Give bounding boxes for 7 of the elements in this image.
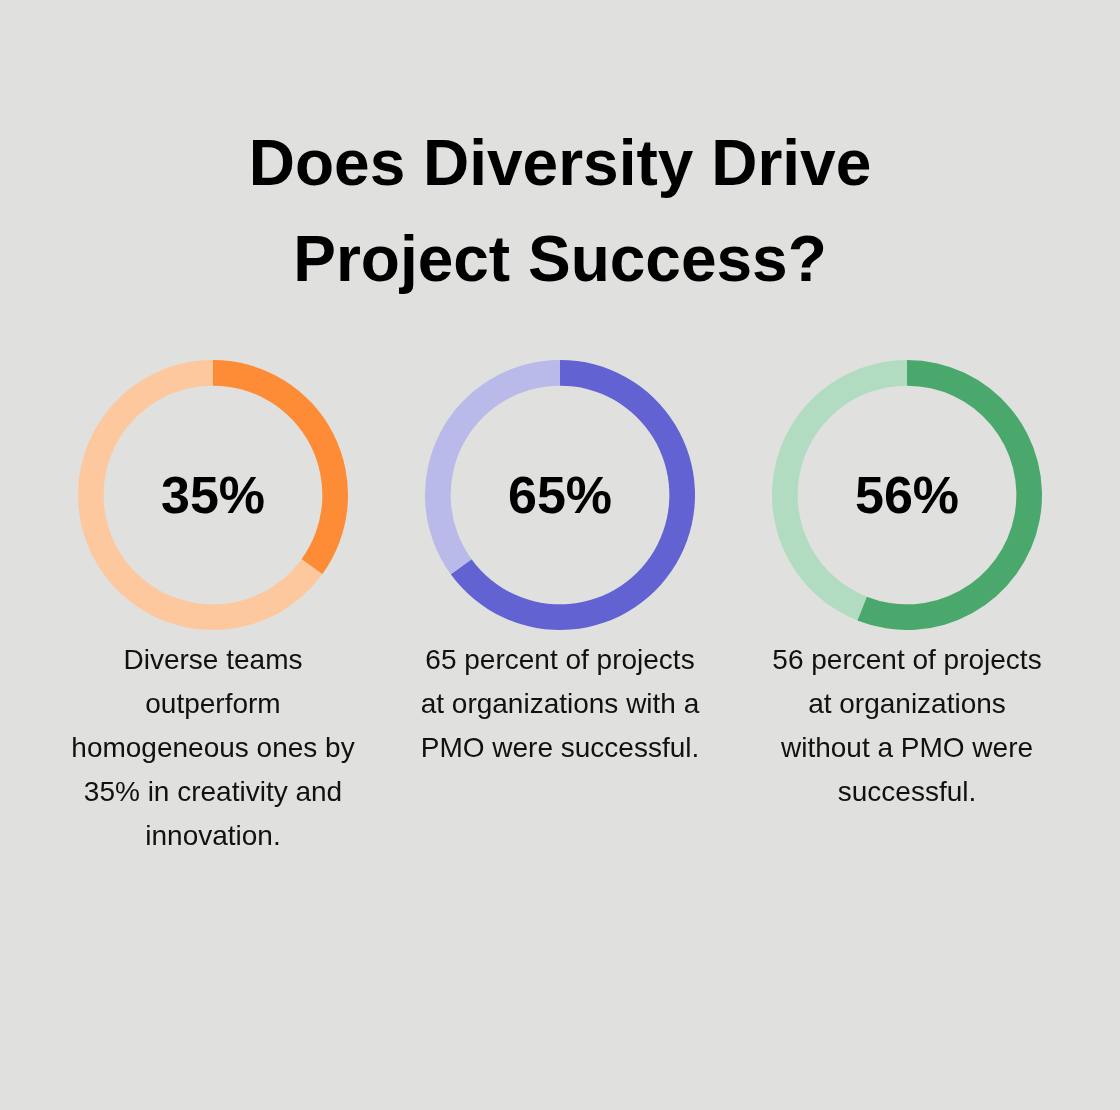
text: 56%	[854, 466, 960, 524]
text: 65 percent of projects at organizations with a PMO were successful.	[419, 643, 701, 765]
text: 65%	[507, 466, 613, 524]
text: Diverse teams outperform homogeneous ones by 35% in creativity and innovation.	[70, 643, 356, 853]
text: 35%	[160, 466, 266, 524]
text: 56 percent of projects at organizations without a PMO were successful.	[771, 643, 1043, 809]
text: Does Diversity Drive Project Success?	[247, 126, 873, 297]
